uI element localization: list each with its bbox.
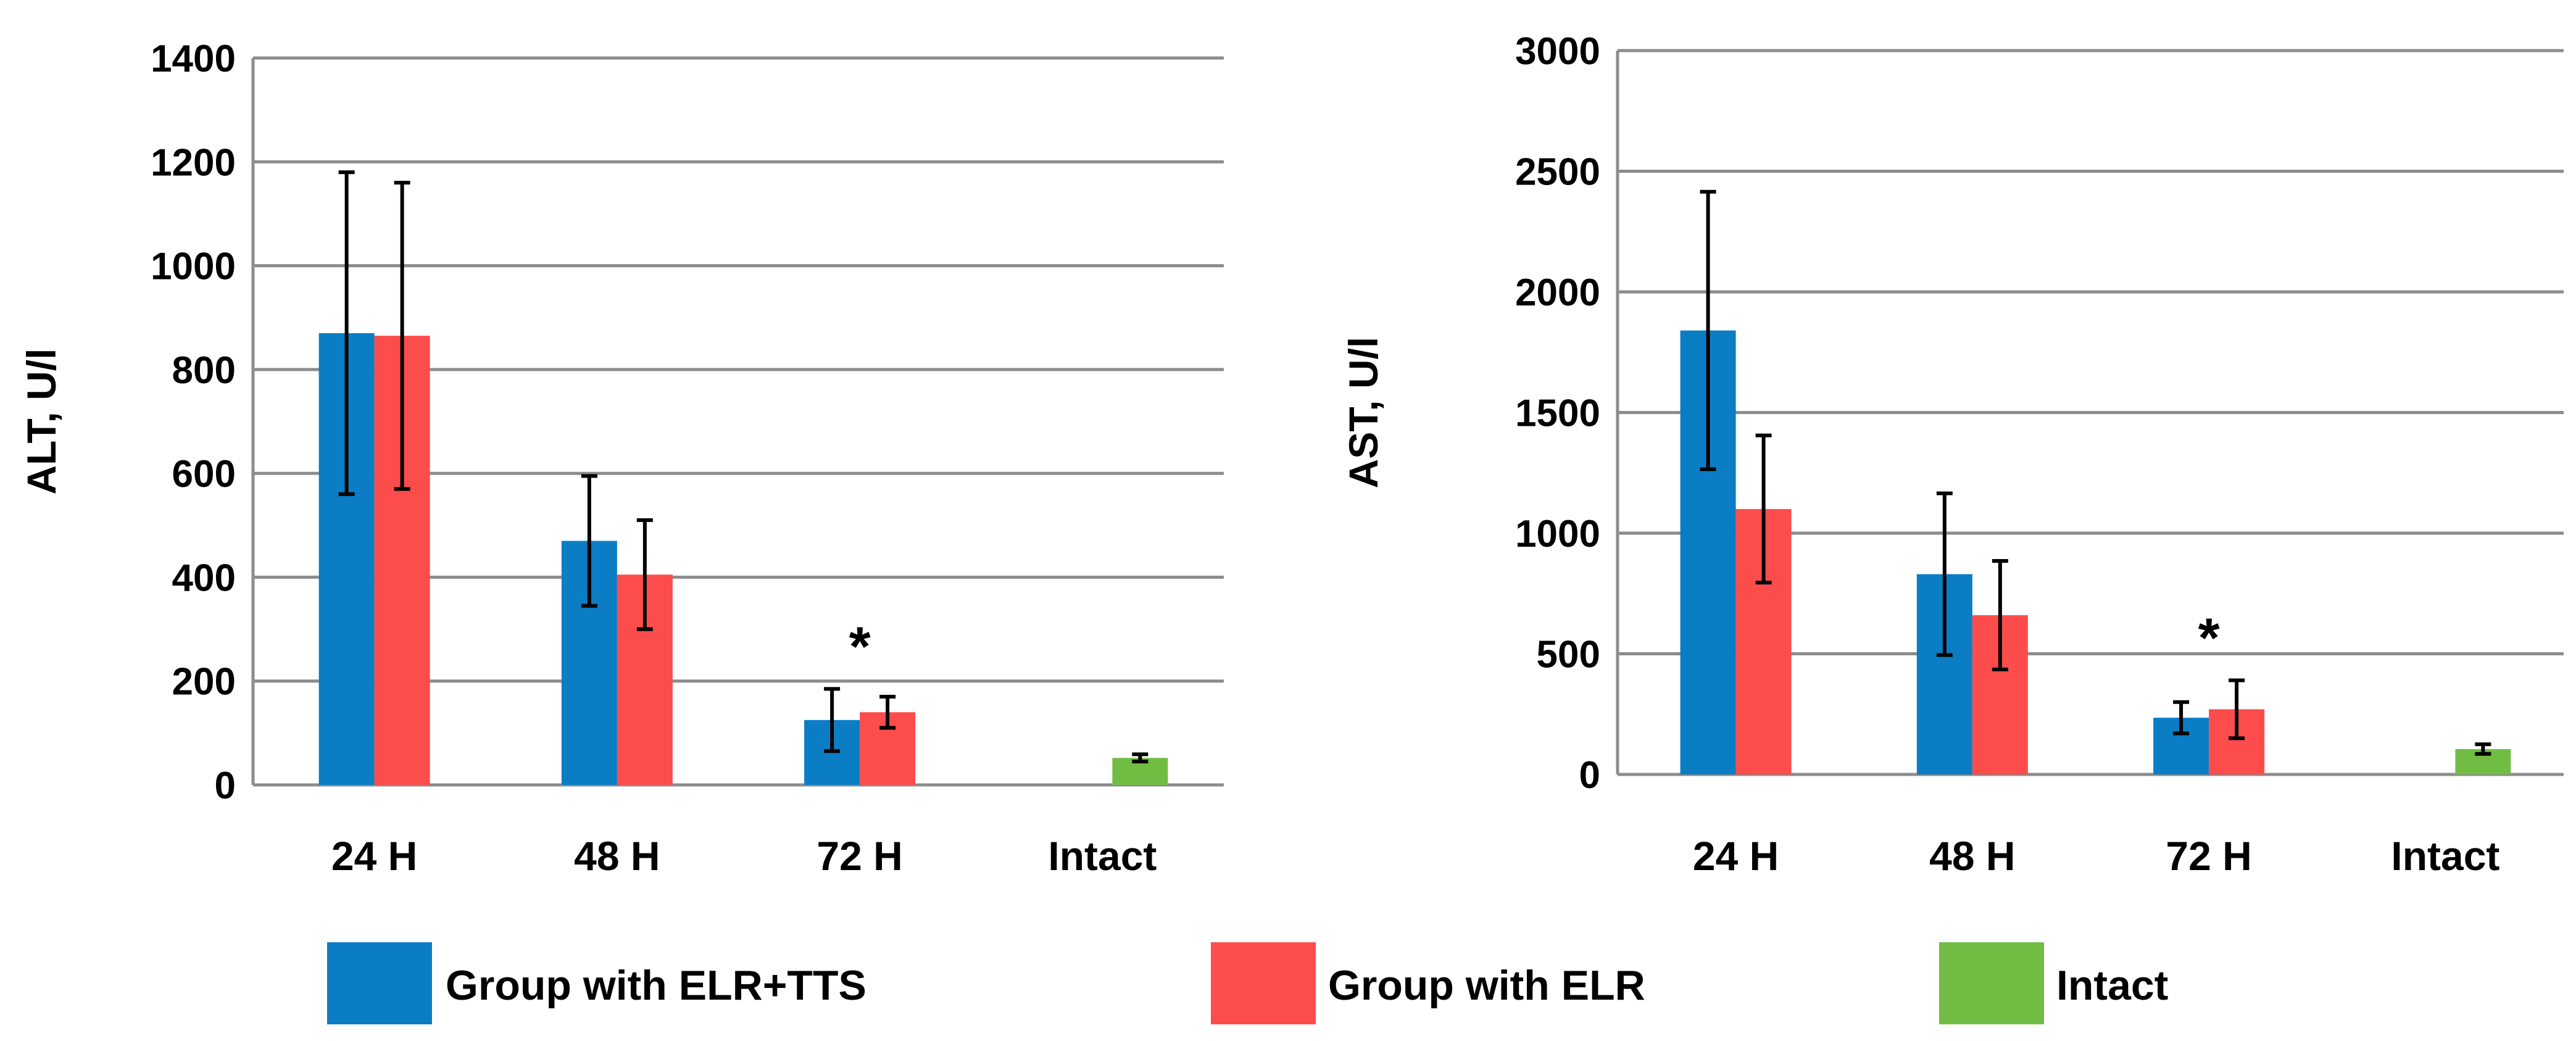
y-tick-label: 400 [172,557,236,599]
y-tick-label: 2500 [1515,151,1600,194]
y-tick-label: 0 [215,765,236,807]
error-bar-group-with-elr-tts-24-h [1700,189,1716,471]
error-bar-group-with-elr-tts-48-h [581,474,597,608]
y-axis-label: ALT, U/l [19,348,64,494]
error-bar-intact-intact [2475,742,2491,756]
error-bar-group-with-elr-tts-24-h [338,170,355,496]
y-tick-label: 1500 [1515,392,1600,435]
error-bar-group-with-elr-72-h [2229,678,2245,740]
legend-label-elr: Group with ELR [1328,962,1645,1009]
error-bar-group-with-elr-24-h [1755,433,1772,585]
x-tick-label: 48 H [1929,833,2015,879]
y-tick-label: 500 [1537,634,1600,676]
error-bar-group-with-elr-24-h [394,180,410,491]
x-tick-label: 24 H [1693,833,1779,879]
legend-swatch-intact [1939,942,2044,1024]
error-bar-group-with-elr-72-h [879,694,896,730]
error-bar-intact-intact [1132,752,1149,764]
y-tick-label: 800 [172,349,236,392]
x-tick-label: 72 H [2166,833,2251,879]
alt-chart: 0 200 400 600 800 1000 1200 1400 ALT, U/l 24 H 48 … [19,38,1224,879]
legend-swatch-elr-tts [327,942,432,1024]
y-tick-label: 3000 [1515,30,1600,73]
x-tick-label: 72 H [816,833,902,879]
y-tick-label: 1000 [1515,513,1600,555]
significance-asterisk: * [849,616,871,678]
x-tick-label: Intact [1048,833,1157,879]
error-bar-group-with-elr-tts-72-h [824,687,841,753]
y-tick-label: 600 [172,453,236,496]
y-tick-label: 1400 [151,38,236,80]
error-bar-group-with-elr-tts-48-h [1936,491,1953,657]
y-tick-label: 200 [172,661,236,703]
x-tick-label: 48 H [574,833,660,879]
significance-asterisk: * [2198,608,2220,670]
legend: Group with ELR+TTS Group with ELR Intact [327,942,2168,1024]
ast-chart: 0 500 1000 1500 2000 2500 3000 AST, U/l 24 H 48 H… [1340,30,2564,879]
error-bar-group-with-elr-tts-72-h [2173,700,2190,736]
error-bar-group-with-elr-48-h [1992,558,2008,671]
y-axis-label: AST, U/l [1340,337,1386,489]
legend-label-elr-tts: Group with ELR+TTS [446,962,866,1009]
y-tick-label: 0 [1579,754,1600,797]
error-bar-group-with-elr-48-h [636,518,653,631]
y-tick-label: 1000 [151,246,236,288]
legend-label-intact: Intact [2056,962,2168,1009]
y-tick-label: 1200 [151,141,236,184]
y-tick-label: 2000 [1515,272,1600,314]
x-tick-label: Intact [2391,833,2499,879]
legend-swatch-elr [1211,942,1316,1024]
x-tick-label: 24 H [331,833,417,879]
